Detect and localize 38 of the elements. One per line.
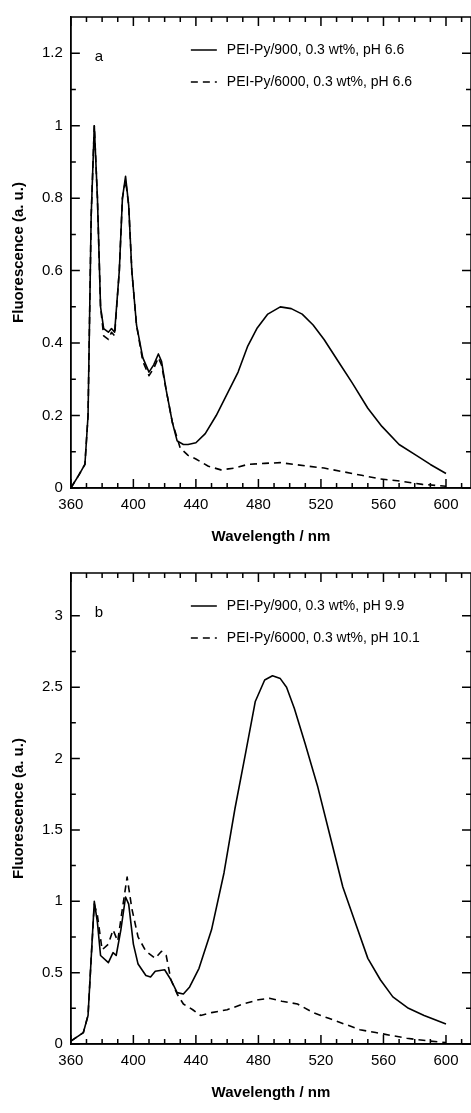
y-tick-label: 1.5: [41, 820, 63, 838]
x-tick-label: 360: [58, 1051, 84, 1069]
x-tick-label: 440: [183, 495, 209, 513]
x-tick-label: 400: [120, 495, 146, 513]
x-tick-label: 520: [308, 1051, 334, 1069]
x-tick-label: 480: [245, 495, 271, 513]
y-tick-label: 2: [54, 748, 63, 766]
legend-label: PEI-Py/900, 0.3 wt%, pH 6.6: [226, 40, 405, 57]
x-tick-label: 400: [120, 1051, 146, 1069]
x-tick-label: 560: [370, 1051, 396, 1069]
x-axis-title: Wavelength / nm: [211, 1083, 331, 1101]
y-tick-label: 3: [54, 605, 63, 623]
y-tick-label: 0: [54, 1034, 63, 1052]
x-tick-label: 600: [433, 1051, 459, 1069]
annotation: a: [94, 47, 104, 65]
y-axis-title: Fluorescence (a. u.): [9, 182, 27, 323]
y-tick-label: 0.5: [41, 962, 63, 980]
y-axis-title: Fluorescence (a. u.): [9, 738, 27, 879]
y-tick-label: 0.4: [41, 333, 63, 351]
y-tick-label: 0.6: [41, 260, 63, 278]
x-tick-label: 560: [370, 495, 396, 513]
x-axis-title: Wavelength / nm: [211, 527, 331, 545]
legend-label: PEI-Py/900, 0.3 wt%, pH 9.9: [226, 596, 405, 613]
legend-label: PEI-Py/6000, 0.3 wt%, pH 6.6: [226, 72, 413, 89]
y-tick-label: 1: [54, 115, 63, 133]
y-tick-label: 2.5: [41, 677, 63, 695]
annotation: b: [94, 603, 104, 621]
x-tick-label: 480: [245, 1051, 271, 1069]
y-tick-label: 1.2: [41, 43, 63, 61]
y-tick-label: 0.8: [41, 188, 63, 206]
y-tick-label: 0: [54, 478, 63, 496]
x-tick-label: 520: [308, 495, 334, 513]
legend-label: PEI-Py/6000, 0.3 wt%, pH 10.1: [226, 628, 421, 645]
x-tick-label: 360: [58, 495, 84, 513]
x-tick-label: 440: [183, 1051, 209, 1069]
x-tick-label: 600: [433, 495, 459, 513]
y-tick-label: 1: [54, 891, 63, 909]
y-tick-label: 0.2: [41, 405, 63, 423]
